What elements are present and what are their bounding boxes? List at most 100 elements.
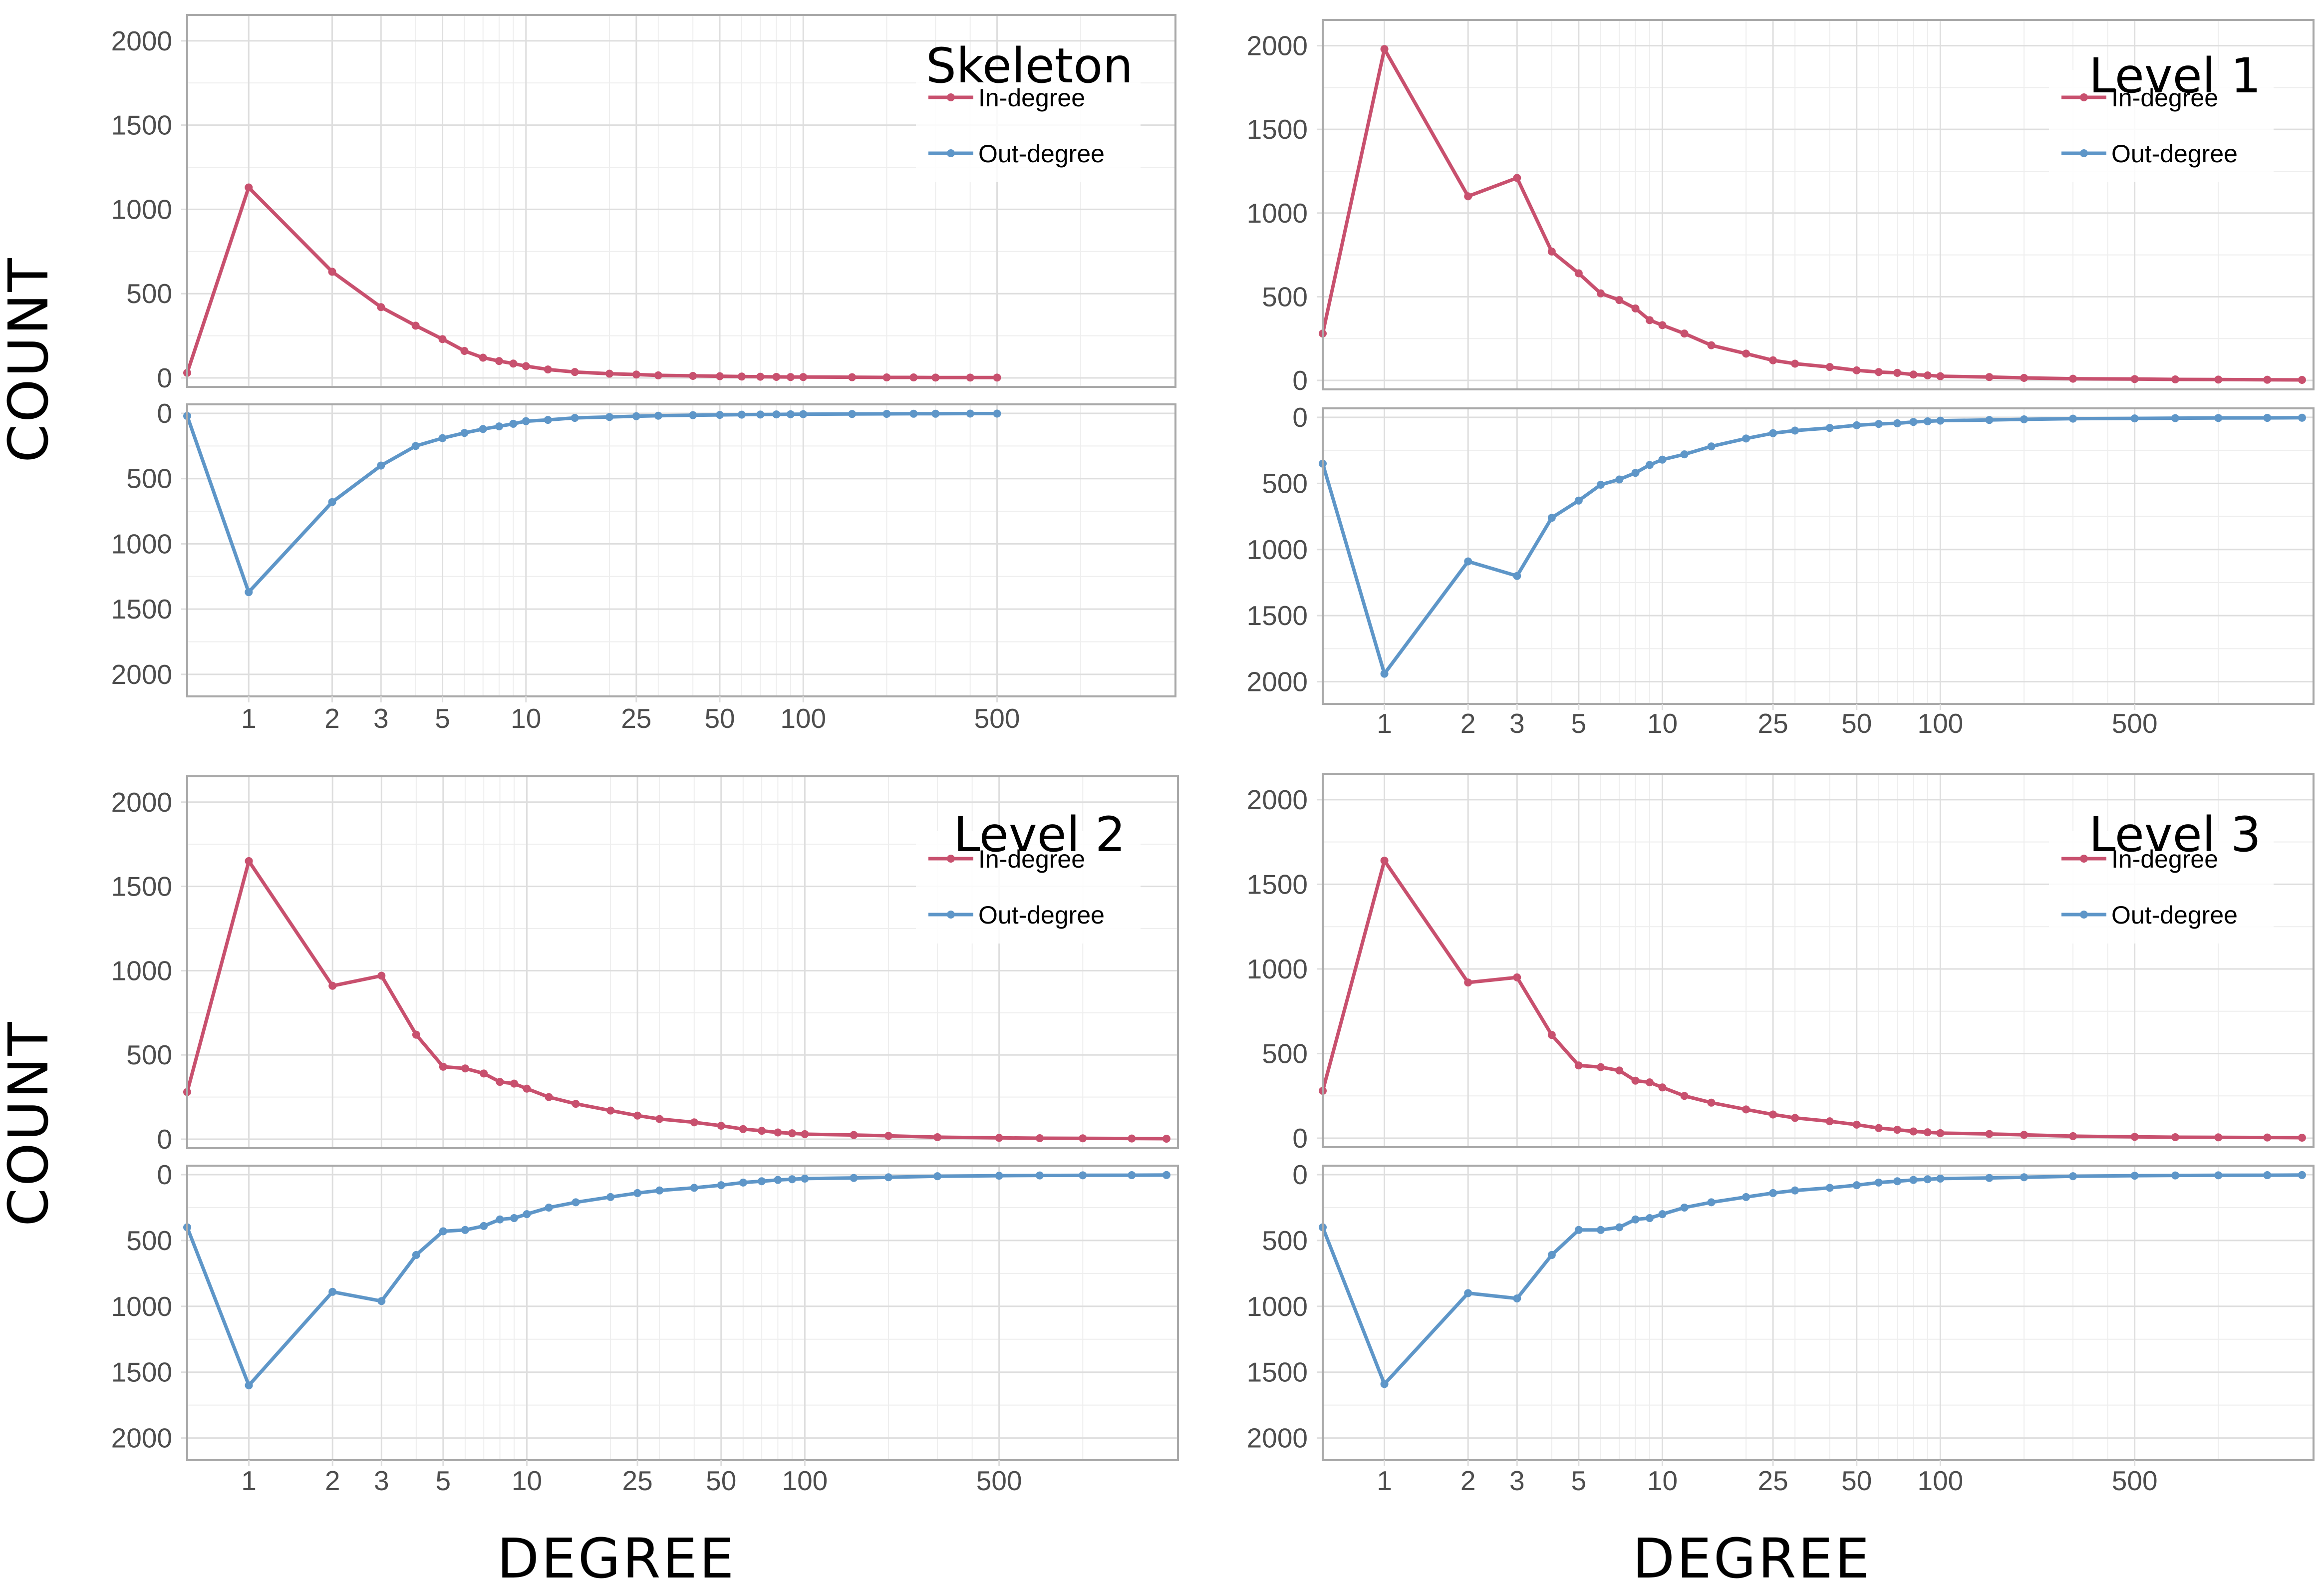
data-point: [1464, 978, 1472, 987]
data-point: [1874, 1124, 1883, 1132]
data-point: [2020, 1131, 2029, 1139]
y-tick-label: 2000: [111, 25, 172, 56]
data-point: [2171, 1171, 2180, 1180]
data-point: [1791, 426, 1799, 435]
data-point: [850, 1174, 858, 1182]
data-point: [1825, 363, 1834, 371]
data-point: [1936, 416, 1945, 425]
data-point: [1923, 417, 1932, 425]
y-tick-label: 0: [157, 1159, 172, 1190]
data-point: [496, 1078, 504, 1086]
data-point: [2298, 1171, 2306, 1179]
x-tick-label: 3: [1509, 708, 1525, 739]
data-point: [412, 1030, 420, 1039]
y-tick-label: 1500: [1247, 869, 1308, 900]
series-line-out-degree: [1321, 416, 2302, 676]
data-point: [1615, 1066, 1624, 1075]
data-point: [480, 1222, 488, 1230]
data-point: [1874, 368, 1883, 376]
data-point: [1852, 421, 1861, 429]
data-point: [799, 410, 808, 418]
data-point: [2214, 1171, 2223, 1180]
data-point: [571, 414, 579, 422]
data-point: [2130, 375, 2139, 383]
data-point: [1036, 1134, 1044, 1142]
data-point: [1769, 356, 1777, 364]
data-point: [460, 346, 469, 355]
data-point: [1513, 572, 1521, 580]
data-point: [1825, 1184, 1834, 1192]
data-point: [377, 1297, 386, 1305]
legend-key-point: [947, 911, 955, 919]
x-tick-label: 10: [511, 703, 541, 734]
data-point: [1707, 442, 1716, 451]
data-point: [1825, 1117, 1834, 1126]
facet-out-degree: 0 500 1000 1500 2000: [1247, 402, 2315, 705]
data-point: [460, 429, 469, 437]
y-tick-label: 1000: [1247, 953, 1308, 984]
data-point: [1162, 1171, 1170, 1179]
data-point: [848, 373, 857, 381]
legend-background: [916, 70, 1141, 182]
x-tick-label: 2: [324, 703, 340, 734]
x-tick-label: 50: [706, 1465, 736, 1496]
data-point: [1645, 316, 1654, 324]
data-point: [1596, 481, 1605, 489]
facet-border: [1322, 773, 2315, 1148]
data-point: [1596, 289, 1605, 298]
data-point: [1742, 349, 1750, 358]
data-point: [510, 1214, 518, 1223]
legend: In-degree Out-degree: [916, 70, 1141, 182]
data-point: [479, 425, 487, 433]
panel-title: Level 1: [2089, 48, 2261, 104]
data-point: [510, 1079, 518, 1088]
data-point: [1985, 1174, 1994, 1182]
data-point: [1645, 461, 1654, 469]
x-tick-label: 5: [1571, 708, 1587, 739]
x-tick-label: 25: [1757, 708, 1788, 739]
data-point: [572, 1100, 580, 1108]
y-tick-label: 1500: [111, 1357, 172, 1388]
data-point: [1985, 1130, 1994, 1138]
data-point: [1574, 1061, 1583, 1070]
data-point: [786, 410, 795, 418]
data-point: [496, 1215, 504, 1224]
x-tick-label: 3: [374, 1465, 389, 1496]
data-point: [739, 1125, 747, 1133]
data-point: [605, 413, 613, 421]
data-point: [1547, 1251, 1556, 1259]
data-point: [1680, 450, 1689, 459]
legend-label-out-degree: Out-degree: [2111, 140, 2238, 168]
data-point: [2263, 1133, 2272, 1142]
data-point: [756, 410, 765, 419]
facet-border: [1322, 407, 2315, 705]
facet-border: [1322, 19, 2315, 390]
data-point: [1923, 371, 1932, 379]
y-tick-label: 500: [126, 463, 172, 494]
legend: In-degree Out-degree: [2049, 70, 2274, 182]
data-point: [1936, 372, 1945, 380]
data-point: [2214, 1133, 2223, 1142]
y-tick-label: 500: [126, 1225, 172, 1256]
y-tick-label: 1000: [1247, 198, 1308, 229]
y-tick-label: 500: [1262, 468, 1308, 499]
data-point: [480, 1069, 488, 1078]
data-point: [654, 371, 662, 379]
legend: In-degree Out-degree: [2049, 831, 2274, 944]
legend-key-point: [2080, 149, 2088, 157]
data-point: [545, 1093, 553, 1101]
y-tick-label: 1500: [111, 110, 172, 141]
data-point: [772, 372, 781, 381]
x-tick-label: 3: [373, 703, 389, 734]
data-point: [1680, 1092, 1689, 1100]
data-point: [1645, 1078, 1654, 1087]
facet-out-degree: 0 500 1000 1500 2000: [111, 1159, 1179, 1461]
x-tick-label: 500: [974, 703, 1020, 734]
data-point: [2069, 1172, 2077, 1181]
x-tick-label: 2: [1460, 1465, 1476, 1496]
data-point: [1791, 1186, 1799, 1195]
data-point: [438, 335, 447, 343]
facet-border: [186, 14, 1176, 388]
data-point: [606, 1193, 615, 1201]
